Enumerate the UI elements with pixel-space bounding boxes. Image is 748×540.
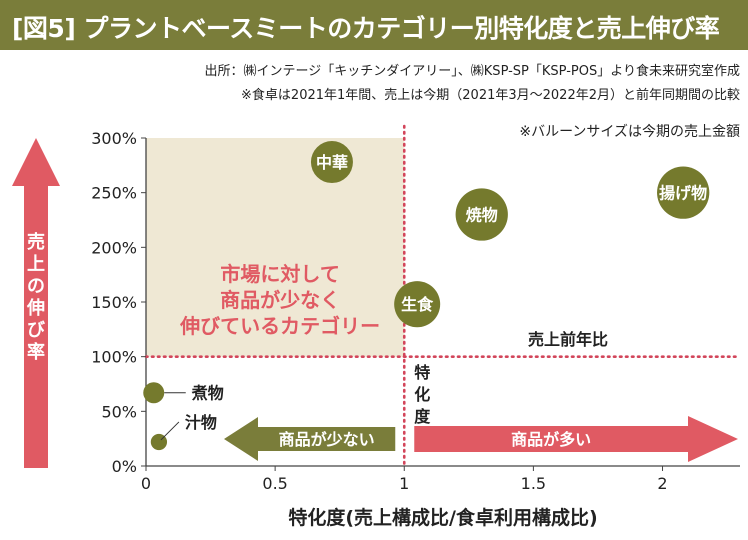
quadrant-note-line: 伸びているカテゴリー xyxy=(179,314,380,338)
x-tick-label: 0 xyxy=(141,474,151,493)
y-axis-label-char: 上 xyxy=(27,254,45,275)
arrow-right-more-products xyxy=(414,416,738,462)
bubble-point xyxy=(394,281,441,328)
reference-label-specialization-char: 特 xyxy=(414,363,430,382)
bubble-label: 煮物 xyxy=(191,384,224,403)
arrow-left-label: 商品が少ない xyxy=(279,430,375,449)
y-axis-label-char: の xyxy=(27,276,45,297)
quadrant-note-line: 商品が少なく xyxy=(220,288,340,312)
x-axis-label: 特化度(売上構成比/食卓利用構成比) xyxy=(288,506,597,529)
x-tick-label: 0.5 xyxy=(262,474,287,493)
bubble-point xyxy=(310,141,353,184)
reference-label-specialization-char: 化 xyxy=(414,385,430,404)
comparison-note: ※食卓は2021年1年間、売上は今期（2021年3月～2022年2月）と前年同期… xyxy=(241,88,740,103)
y-tick-label: 250% xyxy=(91,184,137,203)
y-axis-arrow xyxy=(12,138,60,468)
reference-label-specialization-char: 度 xyxy=(414,407,431,426)
chart-title: [図5] プラントベースミートのカテゴリー別特化度と売上伸び率 xyxy=(12,14,720,43)
y-tick-label: 100% xyxy=(91,348,137,367)
y-tick-label: 200% xyxy=(91,238,137,257)
source-note: 出所：㈱インテージ「キッチンダイアリー」、㈱KSP-SP「KSP-POS」より食… xyxy=(204,64,740,79)
y-axis-label-char: 売 xyxy=(27,231,45,253)
x-tick-label: 1.5 xyxy=(521,474,546,493)
arrow-right-label: 商品が多い xyxy=(511,430,591,449)
x-tick-label: 1 xyxy=(399,474,409,493)
bubble-label: 中華 xyxy=(316,153,348,172)
bubble-point xyxy=(143,382,165,404)
quadrant-highlight xyxy=(146,138,405,357)
reference-label-sales-yoy: 売上前年比 xyxy=(528,330,608,349)
bubble-size-note: ※バルーンサイズは今期の売上金額 xyxy=(519,124,740,140)
bubble-label: 焼物 xyxy=(466,206,498,225)
bubble-point xyxy=(657,166,710,219)
title-bar: [図5] プラントベースミートのカテゴリー別特化度と売上伸び率 xyxy=(0,0,748,50)
y-axis-label-char: び xyxy=(27,320,46,341)
bubble-label: 生食 xyxy=(401,295,434,314)
bubble-label: 汁物 xyxy=(185,413,217,432)
arrow-left-fewer-products xyxy=(224,417,396,461)
y-tick-label: 150% xyxy=(91,293,137,312)
y-tick-label: 0% xyxy=(112,457,137,476)
leader-line xyxy=(160,421,180,441)
y-axis-label-char: 率 xyxy=(27,341,45,363)
bubble-point xyxy=(455,188,508,241)
bubble-label: 揚げ物 xyxy=(659,184,707,203)
x-tick-label: 2 xyxy=(657,474,667,493)
y-tick-label: 50% xyxy=(101,402,137,421)
y-tick-label: 300% xyxy=(91,129,137,148)
quadrant-note-line: 市場に対して xyxy=(220,262,339,286)
y-axis-label-char: 伸 xyxy=(26,297,45,319)
